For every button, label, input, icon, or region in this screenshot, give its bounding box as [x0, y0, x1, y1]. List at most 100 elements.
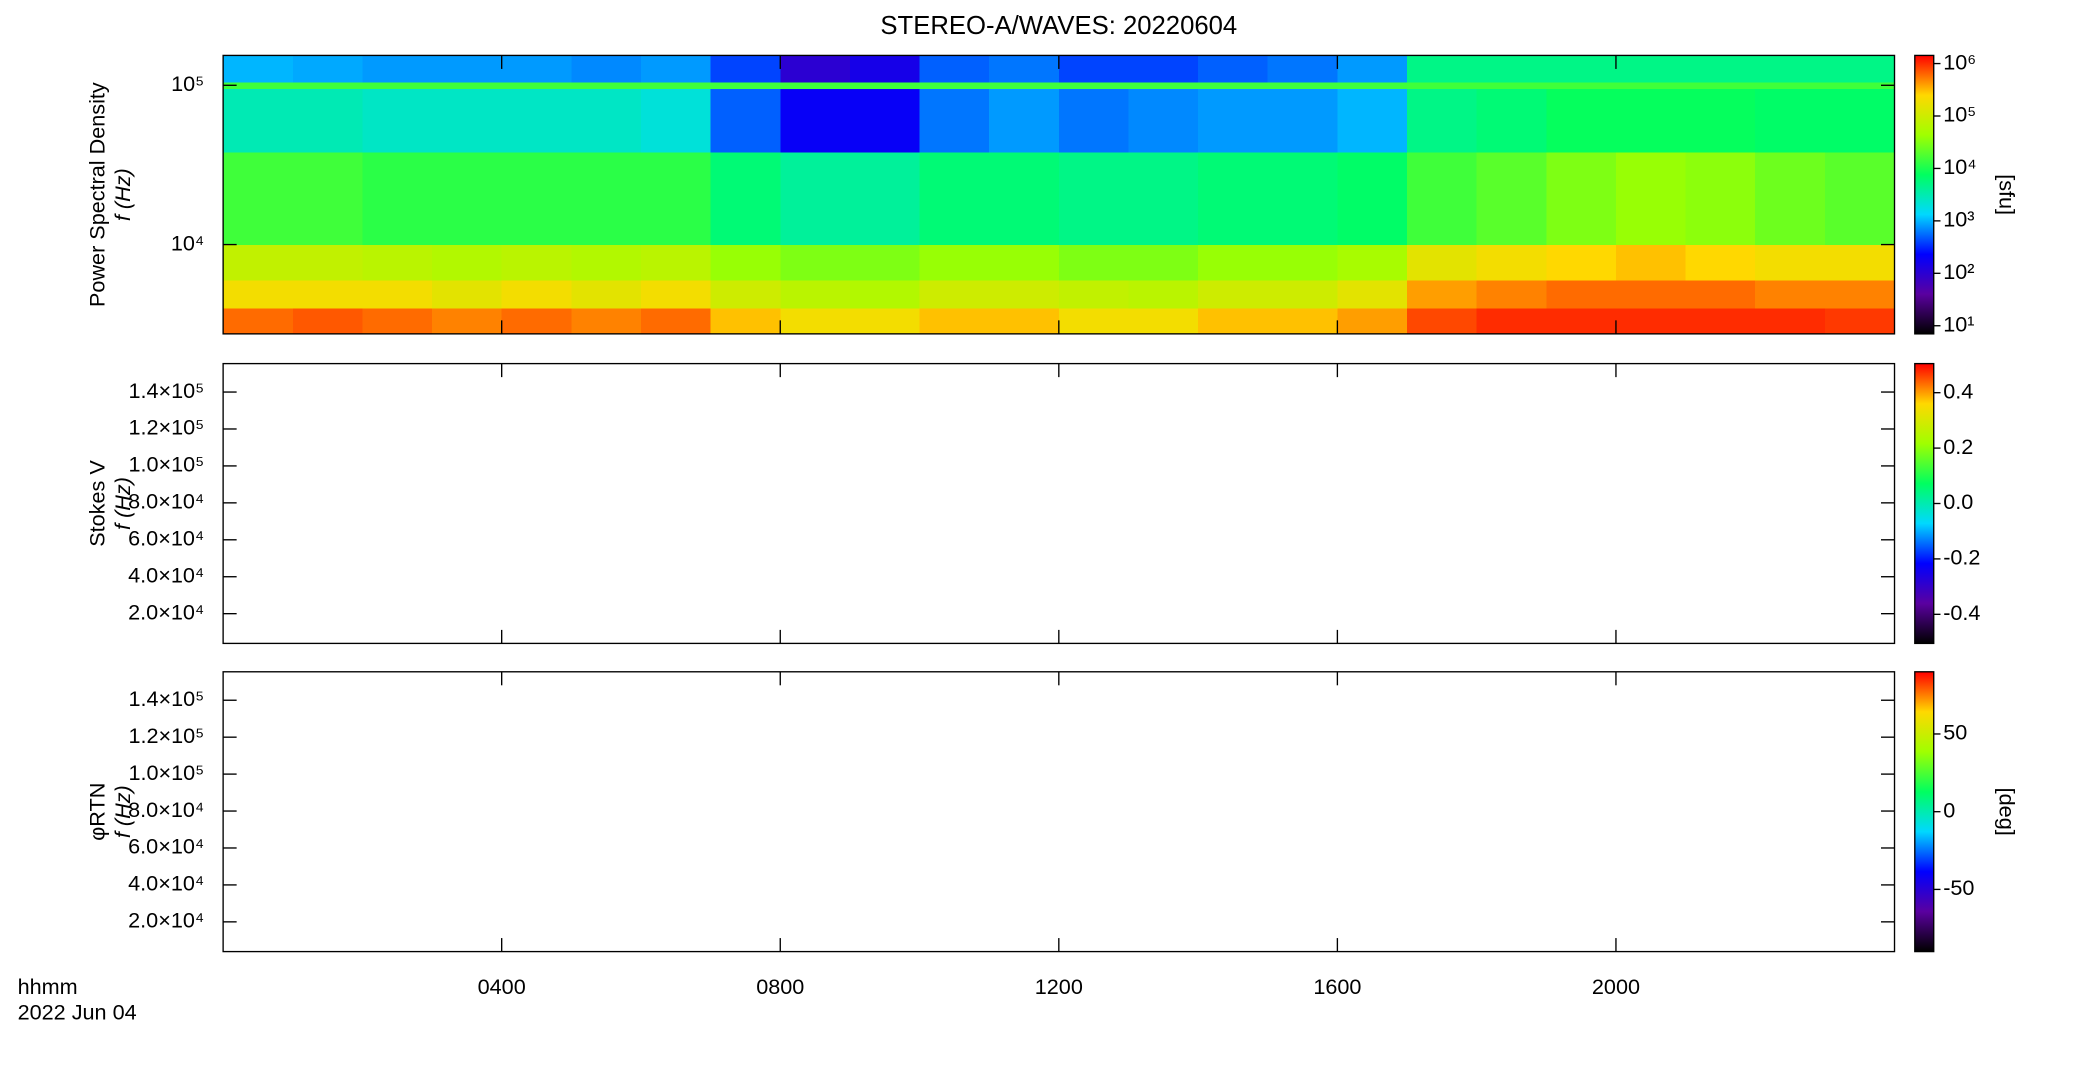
- heatmap-cell: [1337, 152, 1408, 245]
- heatmap-cell: [1267, 81, 1338, 90]
- heatmap-cell: [1337, 279, 1408, 309]
- y-tick-label: 1.0×10⁵: [128, 452, 204, 477]
- colorbar-label: [deg]: [1995, 788, 2020, 836]
- heatmap-cell: [1685, 307, 1756, 335]
- x-tick-label: 1200: [1035, 974, 1083, 999]
- heatmap-cell: [1407, 244, 1478, 281]
- heatmap-cell: [1128, 279, 1199, 309]
- heatmap-cell: [1407, 279, 1478, 309]
- heatmap-cell: [223, 88, 294, 153]
- heatmap-cell: [1476, 81, 1547, 90]
- heatmap-cell: [362, 55, 433, 83]
- heatmap-cell: [640, 55, 712, 83]
- heatmap-cell: [1755, 152, 1826, 245]
- heatmap-cell: [362, 279, 433, 309]
- colorbar-tick-label: -0.4: [1943, 600, 1980, 625]
- heatmap-cell: [780, 55, 851, 83]
- heatmap-cell: [1128, 55, 1199, 83]
- heatmap-cell: [501, 88, 572, 153]
- heatmap-cell: [849, 152, 920, 245]
- heatmap-cell: [1128, 244, 1199, 281]
- y-axis-label: Power Spectral Density: [84, 82, 109, 307]
- heatmap-cell: [1615, 152, 1686, 245]
- heatmap-cell: [640, 152, 712, 245]
- heatmap-cell: [501, 244, 572, 281]
- y-tick-label: 10⁵: [171, 71, 204, 96]
- chart-title: STEREO-A/WAVES: 20220604: [880, 12, 1237, 40]
- heatmap-cell: [1337, 55, 1408, 83]
- heatmap-cell: [919, 307, 990, 335]
- heatmap-cell: [1058, 279, 1129, 309]
- heatmap-cell: [223, 307, 294, 335]
- heatmap-cell: [1128, 152, 1199, 245]
- heatmap-cell: [849, 81, 920, 90]
- y-tick-label: 8.0×10⁴: [128, 489, 204, 514]
- heatmap-cell: [501, 55, 572, 83]
- heatmap-cell: [223, 81, 294, 90]
- y-tick-label: 1.2×10⁵: [128, 723, 204, 748]
- heatmap-cell: [1685, 152, 1756, 245]
- heatmap-cell: [989, 244, 1060, 281]
- heatmap-cell: [989, 279, 1060, 309]
- heatmap-cell: [1615, 244, 1686, 281]
- heatmap-cell: [780, 88, 851, 153]
- heatmap-cell: [501, 152, 572, 245]
- heatmap-cell: [571, 307, 642, 335]
- colorbar-tick-label: 10⁴: [1943, 154, 1976, 179]
- heatmap-cell: [1685, 279, 1756, 309]
- colorbar-tick-label: 50: [1943, 720, 1967, 745]
- y-tick-label: 4.0×10⁴: [128, 562, 204, 587]
- colorbar-tick-label: 10³: [1943, 207, 1974, 232]
- colorbar-tick-label: -50: [1943, 875, 1974, 900]
- heatmap-cell: [432, 279, 503, 309]
- heatmap-cell: [571, 244, 642, 281]
- heatmap-cell: [849, 244, 920, 281]
- heatmap-cell: [223, 244, 294, 281]
- heatmap-cell: [1476, 279, 1547, 309]
- heatmap-cell: [1824, 244, 1895, 281]
- heatmap-cell: [1267, 55, 1338, 83]
- heatmap-cell: [780, 307, 851, 335]
- heatmap-cell: [989, 88, 1060, 153]
- heatmap-cell: [1615, 307, 1686, 335]
- heatmap-cell: [710, 88, 781, 153]
- colorbar: [1914, 362, 1935, 645]
- heatmap-cell: [849, 279, 920, 309]
- heatmap-cell: [1476, 244, 1547, 281]
- heatmap-cell: [780, 152, 851, 245]
- heatmap-cell: [1476, 55, 1547, 83]
- y-tick-label: 6.0×10⁴: [128, 526, 204, 551]
- heatmap-cell: [1476, 307, 1547, 335]
- heatmap-cell: [1407, 55, 1478, 83]
- heatmap-cell: [1685, 244, 1756, 281]
- heatmap-cell: [1755, 88, 1826, 153]
- heatmap-cell: [1058, 55, 1129, 83]
- y-tick-label: 2.0×10⁴: [128, 599, 204, 624]
- heatmap-cell: [640, 307, 712, 335]
- heatmap-cell: [1685, 55, 1756, 83]
- y-tick-label: 1.4×10⁵: [128, 686, 204, 711]
- heatmap-cell: [571, 81, 642, 90]
- heatmap-cell: [1407, 81, 1478, 90]
- heatmap-cell: [432, 152, 503, 245]
- y-axis-label: f (Hz): [110, 477, 135, 530]
- y-tick-label: 6.0×10⁴: [128, 834, 204, 859]
- heatmap-cell: [1128, 307, 1199, 335]
- heatmap-cell: [292, 55, 363, 83]
- heatmap-cell: [571, 279, 642, 309]
- heatmap-cell: [1476, 88, 1547, 153]
- heatmap-cell: [1267, 244, 1338, 281]
- heatmap-cell: [640, 88, 712, 153]
- heatmap-cell: [1755, 279, 1826, 309]
- heatmap-cell: [1407, 88, 1478, 153]
- x-tick-label: 0800: [756, 974, 804, 999]
- heatmap-cell: [1476, 152, 1547, 245]
- y-tick-label: 1.4×10⁵: [128, 378, 204, 403]
- heatmap-cell: [989, 307, 1060, 335]
- heatmap-cell: [1755, 81, 1826, 90]
- heatmap-cell: [710, 307, 781, 335]
- heatmap-cell: [362, 88, 433, 153]
- colorbar-tick-label: 0.2: [1943, 434, 1973, 459]
